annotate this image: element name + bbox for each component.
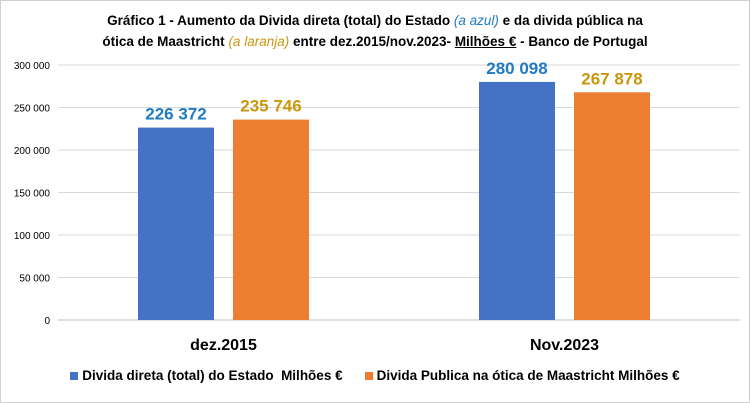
legend-label: Divida Publica na ótica de Maastricht Mi…: [376, 368, 680, 383]
y-tick-label: 300 000: [14, 61, 51, 72]
y-tick-label: 0: [44, 316, 50, 327]
y-tick-label: 200 000: [14, 146, 51, 157]
title-text: - Banco de Portugal: [516, 34, 648, 49]
x-tick-label: dez.2015: [190, 337, 257, 354]
chart-title: Gráfico 1 - Aumento da Divida direta (to…: [0, 10, 750, 52]
x-tick-label: Nov.2023: [530, 337, 599, 354]
title-units: Milhões €: [454, 34, 517, 49]
bar-maastricht: [233, 119, 309, 320]
data-label: 235 746: [240, 97, 301, 116]
legend-label: Divida direta (total) do Estado Milhões …: [82, 368, 343, 383]
data-label: 280 098: [486, 59, 547, 78]
bar-divida-direta: [479, 81, 555, 320]
legend-swatch-orange: [364, 371, 373, 380]
y-tick-label: 100 000: [14, 231, 51, 242]
title-text: entre dez.2015/nov.2023-: [289, 34, 455, 49]
legend-item-divida-direta: Divida direta (total) do Estado Milhões …: [70, 368, 343, 383]
legend-swatch-blue: [70, 371, 79, 380]
bar-divida-direta: [138, 127, 214, 320]
title-text: e da divida pública na: [498, 13, 643, 28]
data-label: 267 878: [581, 69, 642, 88]
title-blue-note: (a azul): [453, 13, 499, 28]
title-orange-note: (a laranja): [228, 34, 290, 49]
data-label: 226 372: [145, 105, 206, 124]
y-tick-label: 50 000: [19, 274, 50, 285]
legend-item-maastricht: Divida Publica na ótica de Maastricht Mi…: [364, 368, 680, 383]
title-text: Gráfico 1 - Aumento da Divida direta (to…: [107, 13, 454, 28]
y-tick-label: 250 000: [14, 104, 51, 115]
bar-maastricht: [574, 92, 650, 320]
title-text: ótica de Maastricht: [102, 34, 229, 49]
legend: Divida direta (total) do Estado Milhões …: [0, 368, 750, 383]
y-tick-label: 150 000: [14, 189, 51, 200]
